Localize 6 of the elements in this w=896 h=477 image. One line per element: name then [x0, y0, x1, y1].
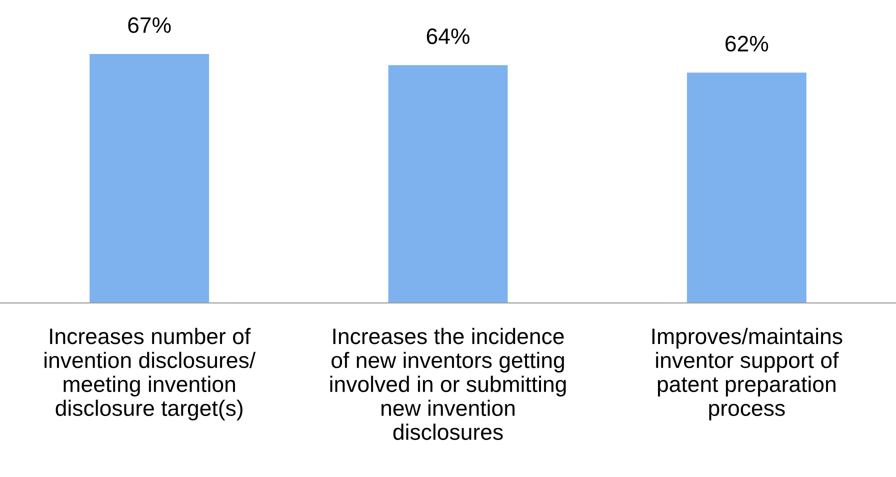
data-label: 67%	[128, 17, 171, 33]
x-tick-label: Increases the incidence of new inventors getting involved in or submitting new invention disclosures	[330, 328, 566, 440]
x-tick-label: Improves/maintains inventor support of patent preparation process	[652, 328, 842, 420]
data-label: 64%	[426, 28, 470, 44]
x-tick-label: Increases number of invention disclosures/ meeting invention disclosure target(s)	[44, 328, 256, 420]
data-label: 62%	[726, 36, 768, 52]
